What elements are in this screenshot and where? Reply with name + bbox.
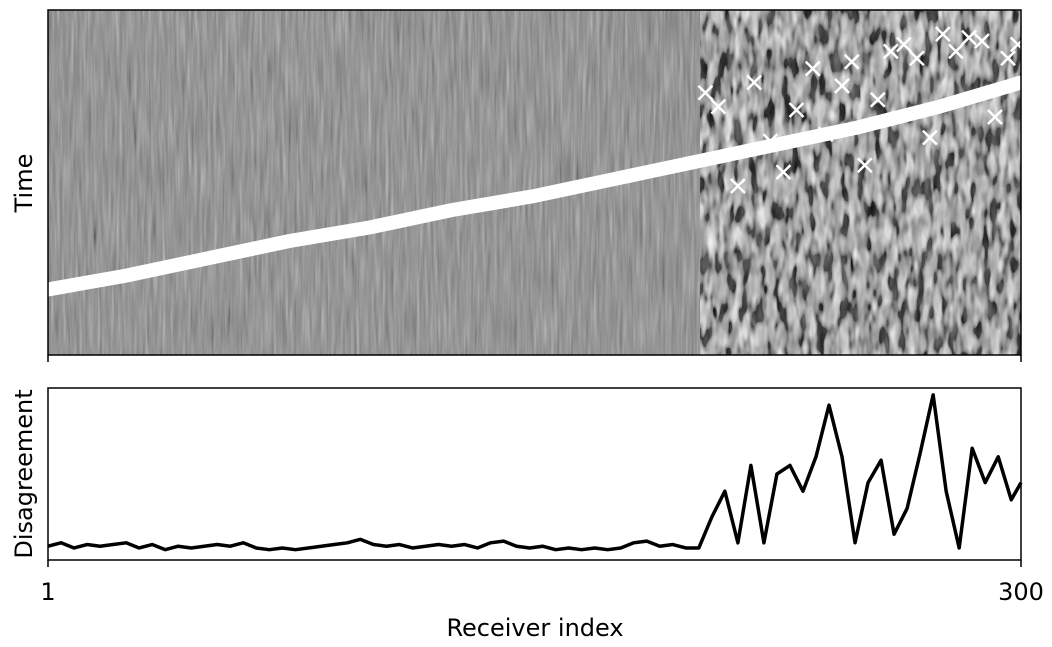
outlier-marker <box>817 126 834 143</box>
line-series <box>47 393 1023 552</box>
outlier-marker <box>1000 50 1016 67</box>
outlier-marker <box>710 98 727 115</box>
outlier-marker <box>869 91 886 108</box>
outlier-marker <box>697 84 714 101</box>
outlier-marker <box>935 26 951 43</box>
outlier-marker <box>974 33 990 49</box>
outlier-marker <box>762 133 779 149</box>
outlier-marker <box>804 60 821 77</box>
x-axis-label: Receiver index <box>446 614 623 642</box>
top-panel <box>41 26 1028 297</box>
outlier-marker <box>948 43 964 60</box>
top-frame <box>47 9 1022 356</box>
pick-band <box>41 75 1028 297</box>
outlier-marker <box>895 36 912 53</box>
outlier-marker <box>921 129 938 146</box>
x-tick-label: 1 <box>40 578 55 606</box>
outlier-marker <box>730 178 746 194</box>
x-tick-label: 300 <box>998 578 1044 606</box>
outlier-marker <box>843 53 860 70</box>
outlier-marker <box>775 164 792 181</box>
outlier-marker <box>788 102 805 118</box>
outlier-marker <box>746 74 763 91</box>
outlier-marker <box>856 157 873 174</box>
y-axis-label: Time <box>10 154 38 214</box>
outlier-marker <box>882 43 899 60</box>
outlier-marker <box>908 50 925 67</box>
outlier-marker <box>1009 36 1026 53</box>
y-axis-label: Disagreement <box>10 389 38 558</box>
bottom-frame <box>47 387 1022 561</box>
outlier-marker <box>961 29 977 46</box>
seismic-image <box>48 10 1021 355</box>
outlier-marker <box>987 109 1003 125</box>
outlier-marker <box>834 78 850 94</box>
bottom-panel <box>47 393 1023 552</box>
